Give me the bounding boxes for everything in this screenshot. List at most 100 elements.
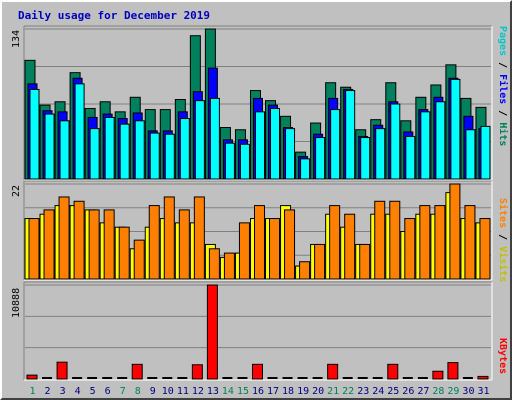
sites-bar-day-11 — [178, 209, 190, 280]
pages-bar-day-17 — [270, 107, 281, 180]
x-tick-label-day-29: 29 — [447, 386, 459, 397]
kbytes-bar-day-12 — [191, 364, 203, 380]
x-tick-label-day-25: 25 — [387, 386, 399, 397]
pages-bar-day-5 — [89, 128, 100, 180]
pages-bar-day-21 — [330, 109, 341, 180]
panel1-ymax-label: 134 — [11, 29, 22, 48]
x-tick-label-day-16: 16 — [252, 386, 264, 397]
kbytes-bar-empty — [402, 377, 413, 379]
sites-bar-day-14 — [223, 252, 235, 280]
kbytes-bar-empty — [237, 377, 248, 379]
kbytes-bar-empty — [102, 377, 113, 379]
pages-bar-day-2 — [44, 113, 55, 180]
pages-bar-day-24 — [375, 128, 386, 180]
x-tick-label-day-18: 18 — [282, 386, 294, 397]
kbytes-bar-day-13 — [206, 284, 218, 380]
sites-bar-day-25 — [389, 200, 401, 280]
sites-bar-day-3 — [58, 196, 70, 280]
pages-bar-day-13 — [209, 97, 220, 180]
kbytes-bar-empty — [372, 377, 383, 379]
x-tick-label-day-19: 19 — [297, 386, 309, 397]
legend-kbytes-label: KBytes — [497, 338, 508, 375]
sites-bar-day-23 — [359, 243, 371, 280]
x-tick-label-day-8: 8 — [135, 386, 141, 397]
pages-bar-day-1 — [29, 88, 40, 180]
legend-files: Files — [497, 74, 508, 105]
x-tick-label-day-6: 6 — [105, 386, 111, 397]
x-tick-label-day-14: 14 — [222, 386, 234, 397]
kbytes-bar-day-29 — [447, 362, 459, 380]
sites-bar-day-22 — [344, 213, 356, 280]
legend-sep: / — [497, 104, 508, 123]
sites-bar-day-27 — [419, 205, 431, 280]
x-tick-label-day-23: 23 — [357, 386, 369, 397]
kbytes-bar-day-1 — [26, 374, 38, 380]
legend-kbytes: KBytes — [497, 338, 508, 374]
sites-bar-day-2 — [43, 209, 55, 280]
kbytes-bar-empty — [462, 377, 473, 379]
legend-pages: Pages — [497, 26, 508, 57]
pages-bar-day-15 — [239, 143, 250, 180]
kbytes-bar-empty — [177, 377, 188, 379]
x-tick-label-day-12: 12 — [192, 386, 204, 397]
x-tick-label-day-13: 13 — [207, 386, 219, 397]
x-tick-label-day-22: 22 — [342, 386, 354, 397]
kbytes-bar-empty — [297, 377, 308, 379]
x-tick-label-day-15: 15 — [237, 386, 249, 397]
pages-bar-day-7 — [119, 123, 130, 180]
pages-bar-day-27 — [420, 111, 431, 180]
pages-bar-day-19 — [300, 158, 311, 180]
sites-bar-day-1 — [28, 218, 40, 280]
x-tick-label-day-3: 3 — [60, 386, 66, 397]
sites-bar-day-20 — [314, 243, 326, 280]
pages-bar-day-16 — [254, 111, 265, 180]
panel2-ymax-label: 22 — [11, 184, 22, 197]
pages-bar-day-31 — [480, 125, 491, 180]
sites-bar-day-8 — [133, 239, 145, 280]
x-tick-label-day-4: 4 — [75, 386, 81, 397]
legend-sites-visits: Sites / Visits — [497, 198, 508, 282]
legend-sep: / — [497, 56, 508, 75]
kbytes-bar-day-8 — [131, 363, 143, 380]
sites-bar-day-24 — [374, 200, 386, 280]
x-tick-label-day-24: 24 — [372, 386, 384, 397]
kbytes-bar-empty — [117, 377, 128, 379]
pages-bar-day-28 — [435, 101, 446, 180]
sites-bar-day-5 — [88, 209, 100, 280]
x-tick-label-day-10: 10 — [162, 386, 174, 397]
sites-bar-day-6 — [103, 209, 115, 280]
pages-bar-day-4 — [74, 83, 85, 180]
x-tick-label-day-20: 20 — [312, 386, 324, 397]
kbytes-bar-empty — [282, 377, 293, 379]
legend-sites: Sites — [497, 198, 508, 229]
kbytes-bar-empty — [42, 377, 53, 379]
x-tick-label-day-7: 7 — [120, 386, 126, 397]
kbytes-bar-empty — [72, 377, 83, 379]
sites-bar-day-9 — [148, 205, 160, 280]
pages-bar-day-30 — [465, 129, 476, 180]
kbytes-bar-empty — [87, 377, 98, 379]
x-tick-label-day-17: 17 — [267, 386, 279, 397]
kbytes-bar-empty — [147, 377, 158, 379]
kbytes-bar-empty — [312, 377, 323, 379]
pages-bar-day-11 — [179, 118, 190, 180]
sites-bar-day-18 — [284, 209, 296, 280]
x-tick-label-day-30: 30 — [462, 386, 474, 397]
pages-bar-day-3 — [59, 120, 70, 180]
sites-bar-day-15 — [238, 222, 250, 280]
pages-bar-day-18 — [285, 128, 296, 180]
sites-bar-day-19 — [299, 261, 311, 280]
pages-bar-day-25 — [390, 103, 401, 180]
sites-bar-day-26 — [404, 218, 416, 280]
pages-bar-day-26 — [405, 135, 416, 180]
sites-bar-day-12 — [193, 196, 205, 280]
pages-bar-day-29 — [450, 78, 461, 180]
x-tick-label-day-26: 26 — [402, 386, 414, 397]
legend-visits: Visits — [497, 246, 508, 283]
sites-bar-day-17 — [269, 218, 281, 280]
sites-bar-day-29 — [449, 183, 461, 280]
pages-bar-day-10 — [164, 133, 175, 180]
pages-bar-day-8 — [134, 120, 145, 180]
kbytes-bar-day-25 — [387, 363, 399, 380]
